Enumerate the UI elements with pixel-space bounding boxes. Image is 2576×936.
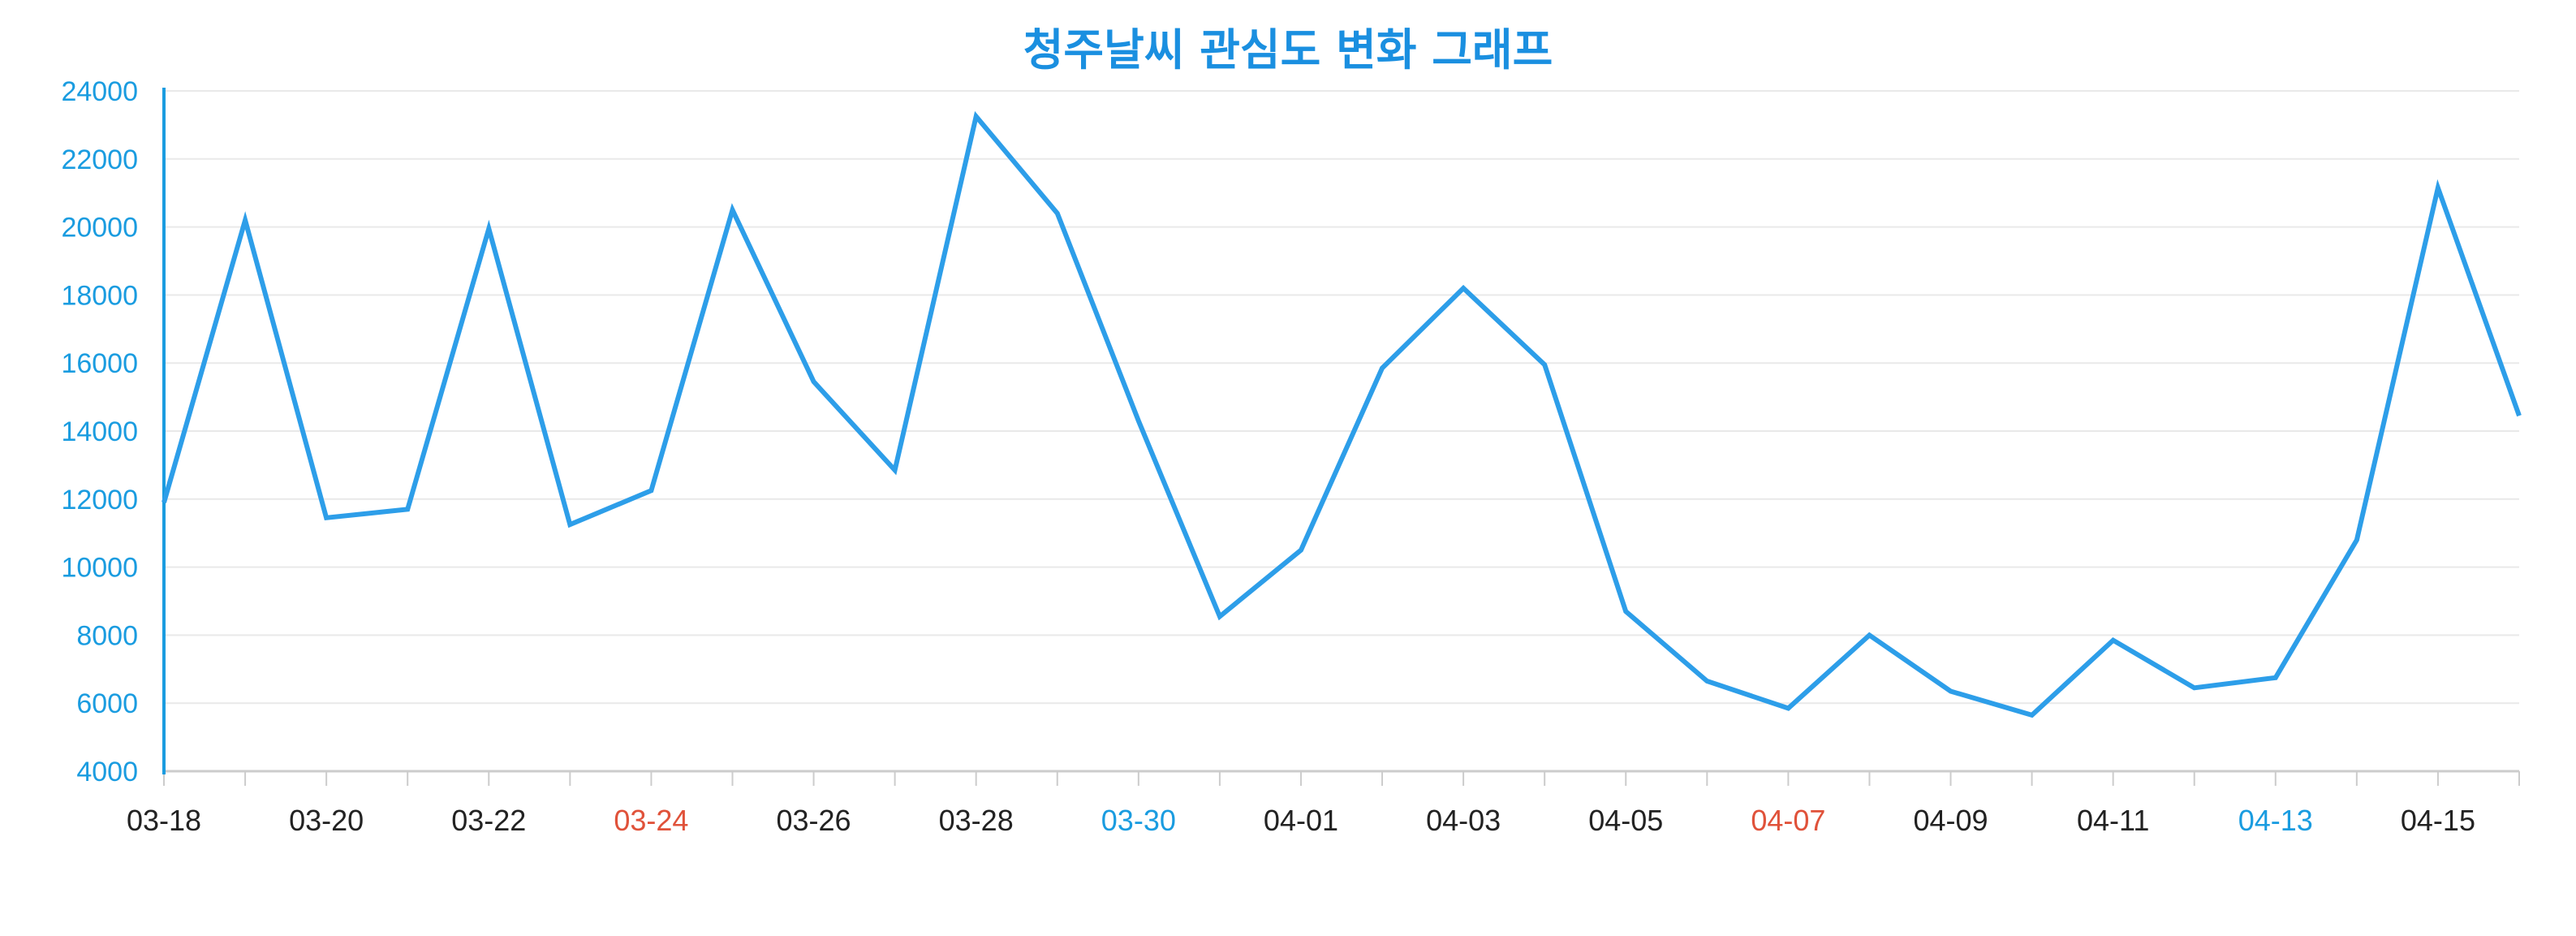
y-tick-label: 20000 [61,213,138,244]
x-tick-label: 03-20 [289,804,364,837]
x-tick-label: 04-05 [1588,804,1663,837]
grid-lines [164,90,2519,705]
axes [162,88,2520,786]
x-tick-label: 04-13 [2238,804,2313,837]
x-tick-label: 03-26 [777,804,851,837]
x-axis-tick-labels: 03-18 03-20 03-22 03-24 03-26 03-28 03-30 04-01… [127,804,2475,837]
x-tick-label: 03-30 [1101,804,1176,837]
y-tick-label: 4000 [76,757,138,787]
y-tick-label: 24000 [61,76,138,107]
chart-title: 청주날씨 관심도 변화 그래프 [1023,24,1553,75]
y-tick-label: 8000 [76,620,138,651]
series-layer [162,110,2522,718]
y-tick-label: 10000 [61,553,138,584]
x-tick-label: 03-28 [939,804,1014,837]
x-tick-label: 04-15 [2401,804,2475,837]
y-tick-label: 6000 [76,688,138,719]
x-tick-label: 03-24 [614,804,688,837]
y-tick-label: 14000 [61,416,138,447]
y-tick-label: 16000 [61,348,138,379]
x-tick-label: 04-03 [1426,804,1501,837]
x-tick-label: 04-07 [1751,804,1825,837]
x-tick-label: 03-22 [451,804,526,837]
series-line [162,110,2522,718]
y-tick-label: 18000 [61,280,138,311]
y-tick-label: 12000 [61,485,138,515]
y-axis-tick-labels: 4000 6000 8000 10000 12000 14000 16000 18000 200… [61,76,138,787]
x-tick-label: 03-18 [127,804,201,837]
x-tick-label: 04-01 [1264,804,1338,837]
y-tick-label: 22000 [61,144,138,175]
x-tick-label: 04-11 [2077,804,2149,837]
x-tick-label: 04-09 [1913,804,1988,837]
